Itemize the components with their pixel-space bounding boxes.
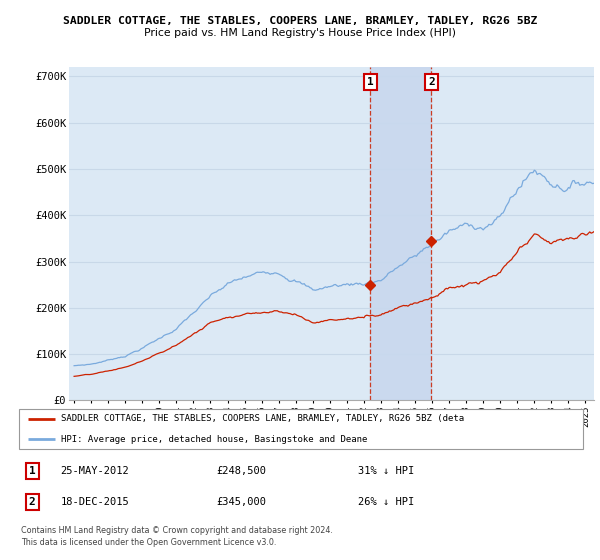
Text: This data is licensed under the Open Government Licence v3.0.: This data is licensed under the Open Gov… xyxy=(21,538,277,547)
Text: 2: 2 xyxy=(428,77,435,87)
Text: 2: 2 xyxy=(29,497,35,507)
Text: £345,000: £345,000 xyxy=(217,497,266,507)
FancyBboxPatch shape xyxy=(19,409,583,449)
Text: SADDLER COTTAGE, THE STABLES, COOPERS LANE, BRAMLEY, TADLEY, RG26 5BZ: SADDLER COTTAGE, THE STABLES, COOPERS LA… xyxy=(63,16,537,26)
Text: SADDLER COTTAGE, THE STABLES, COOPERS LANE, BRAMLEY, TADLEY, RG26 5BZ (deta: SADDLER COTTAGE, THE STABLES, COOPERS LA… xyxy=(61,414,464,423)
Text: 18-DEC-2015: 18-DEC-2015 xyxy=(61,497,129,507)
Text: HPI: Average price, detached house, Basingstoke and Deane: HPI: Average price, detached house, Basi… xyxy=(61,435,367,444)
Text: Price paid vs. HM Land Registry's House Price Index (HPI): Price paid vs. HM Land Registry's House … xyxy=(144,28,456,38)
Text: £248,500: £248,500 xyxy=(217,466,266,476)
Text: 31% ↓ HPI: 31% ↓ HPI xyxy=(358,466,415,476)
Text: Contains HM Land Registry data © Crown copyright and database right 2024.: Contains HM Land Registry data © Crown c… xyxy=(21,526,333,535)
Text: 25-MAY-2012: 25-MAY-2012 xyxy=(61,466,129,476)
Text: 26% ↓ HPI: 26% ↓ HPI xyxy=(358,497,415,507)
Bar xyxy=(370,67,431,400)
Text: 1: 1 xyxy=(29,466,35,476)
Text: 1: 1 xyxy=(367,77,374,87)
